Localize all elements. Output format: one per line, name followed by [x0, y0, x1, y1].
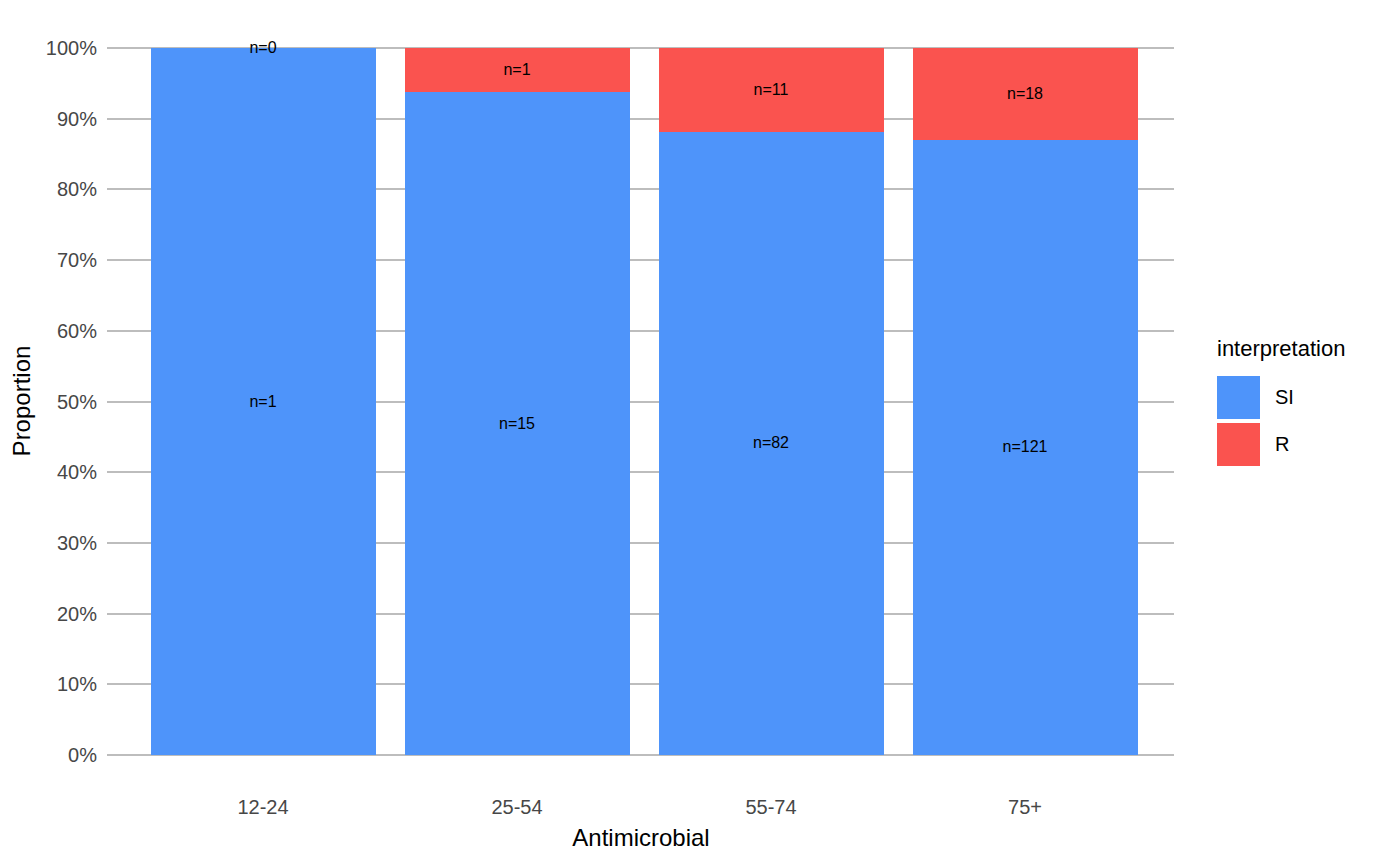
legend-item-label: R: [1275, 433, 1289, 456]
legend-swatch: [1217, 423, 1260, 466]
y-tick-label: 10%: [7, 673, 97, 696]
y-tick-label: 40%: [7, 461, 97, 484]
legend-item: SI: [1217, 376, 1345, 419]
legend-item: R: [1217, 423, 1345, 466]
legend-swatch: [1217, 376, 1260, 419]
y-tick-label: 0%: [7, 744, 97, 767]
bar-count-label-r: n=18: [1007, 85, 1043, 103]
bar: [405, 48, 630, 755]
bar-count-label-si: n=1: [249, 393, 276, 411]
legend-items: SI R: [1217, 376, 1345, 466]
x-tick-label: 12-24: [237, 796, 288, 819]
legend-item-label: SI: [1275, 386, 1294, 409]
y-tick-label: 70%: [7, 249, 97, 272]
x-tick-label: 25-54: [491, 796, 542, 819]
bar-count-label-si: n=82: [753, 434, 789, 452]
stacked-bar-chart: 0%10%20%30%40%50%60%70%80%90%100% n=0n=1…: [0, 0, 1400, 866]
y-tick-label: 60%: [7, 319, 97, 342]
legend-title: interpretation: [1217, 336, 1345, 362]
bar-count-label-r: n=11: [754, 81, 789, 99]
bar-count-label-r: n=1: [503, 61, 530, 79]
bar-count-label-r: n=0: [249, 39, 276, 57]
bar: [913, 48, 1138, 755]
x-tick-label: 75+: [1008, 796, 1042, 819]
y-tick-label: 100%: [7, 37, 97, 60]
legend: interpretation SI R: [1217, 336, 1345, 470]
y-tick-label: 20%: [7, 602, 97, 625]
y-axis-title: Proportion: [9, 342, 35, 460]
y-tick-label: 80%: [7, 178, 97, 201]
x-tick-label: 55-74: [745, 796, 796, 819]
bar-count-label-si: n=121: [1003, 438, 1048, 456]
y-tick-label: 90%: [7, 107, 97, 130]
y-tick-label: 30%: [7, 531, 97, 554]
bar: [659, 48, 884, 755]
bar-count-label-si: n=15: [499, 415, 535, 433]
x-axis-title: Antimicrobial: [572, 824, 709, 852]
